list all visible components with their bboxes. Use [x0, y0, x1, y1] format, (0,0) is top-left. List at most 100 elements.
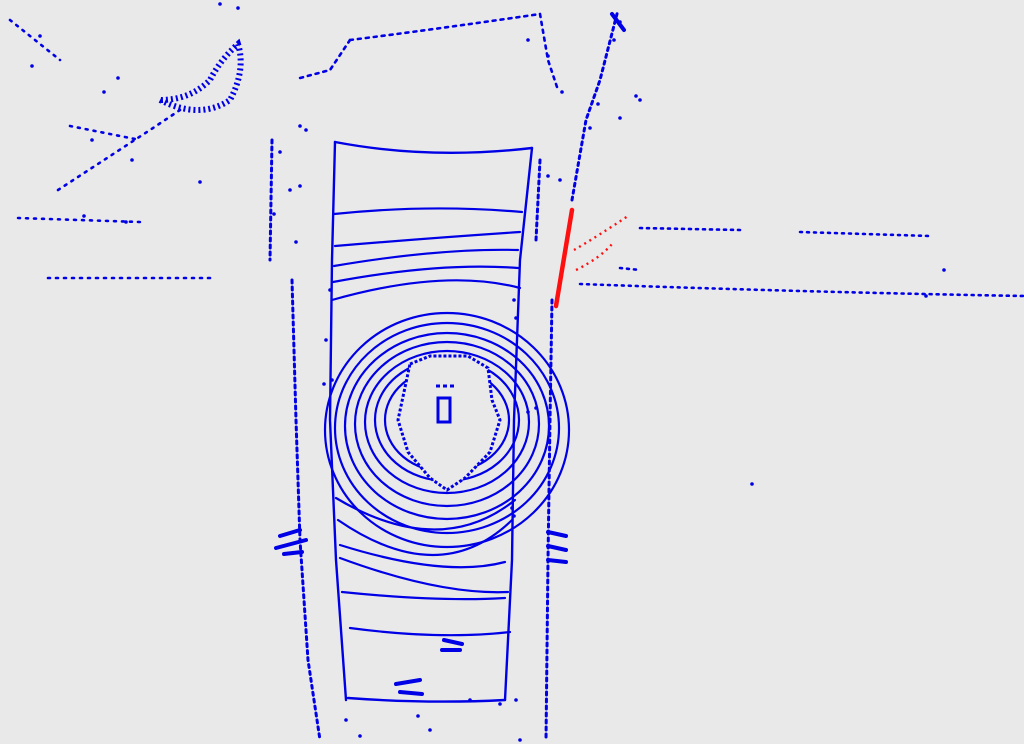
lidar-point	[294, 240, 298, 244]
tree-cluster	[158, 38, 244, 113]
left-cross-street	[8, 18, 212, 280]
lidar-point	[116, 76, 120, 80]
scan-ring-arc	[340, 590, 507, 601]
lidar-point	[90, 138, 94, 142]
right-curb	[534, 8, 620, 742]
highlight-pole-arm[interactable]	[575, 243, 613, 272]
left-building-edge	[268, 138, 274, 262]
lidar-point	[942, 268, 946, 272]
lidar-point	[612, 38, 616, 42]
left-pole-object	[274, 528, 308, 556]
highlight-pole-trunk[interactable]	[553, 207, 575, 309]
lidar-point	[344, 718, 348, 722]
highlighted-traffic-pole[interactable]	[553, 207, 629, 309]
right-street-line	[638, 226, 742, 232]
lidar-point	[526, 38, 530, 42]
left-street-line	[16, 216, 142, 224]
left-diagonal	[68, 124, 142, 142]
right-cross-street	[578, 226, 1024, 298]
lidar-point	[298, 184, 302, 188]
scan-ring	[363, 349, 531, 495]
lidar-point	[634, 94, 638, 98]
lidar-point	[236, 6, 240, 10]
scan-ring-arc	[330, 279, 522, 302]
right-street-line	[618, 266, 642, 272]
far-road-left	[298, 38, 352, 80]
lidar-point	[304, 128, 308, 132]
lidar-point	[596, 102, 600, 106]
lidar-point	[546, 54, 550, 58]
road-boundary	[328, 140, 534, 703]
right-street-line	[578, 282, 1024, 298]
right-inner-curb	[534, 158, 542, 242]
lidar-point	[514, 316, 518, 320]
lidar-point	[512, 298, 516, 302]
scan-ring-arc	[332, 207, 524, 216]
right-pole-object	[546, 530, 568, 564]
scatter-points	[30, 2, 946, 742]
lidar-point	[82, 214, 86, 218]
scan-ring-arc	[336, 518, 514, 556]
ego-sensor-marker	[436, 396, 452, 424]
road-boundary-top	[333, 140, 534, 154]
lidar-point	[278, 150, 282, 154]
sidewalk-objects	[274, 12, 626, 696]
lidar-point	[218, 2, 222, 6]
scan-ring	[323, 311, 571, 549]
scan-ring-arc	[333, 230, 522, 248]
right-curb-upper	[570, 8, 620, 202]
lidar-point	[416, 714, 420, 718]
lidar-point	[328, 288, 332, 292]
scan-rings	[323, 207, 571, 637]
lidar-point	[198, 180, 202, 184]
scan-ring	[333, 321, 561, 535]
left-curb-line	[290, 278, 322, 742]
left-curb	[268, 138, 322, 742]
left-diagonal	[56, 108, 182, 192]
far-pole	[610, 12, 626, 32]
lidar-point	[526, 410, 530, 414]
lidar-point	[514, 698, 518, 702]
lidar-point	[298, 124, 302, 128]
far-road-edges	[298, 12, 560, 92]
lidar-point	[638, 98, 642, 102]
scan-ring-arc	[338, 556, 510, 594]
lidar-point	[618, 20, 622, 24]
road-boundary-left	[328, 140, 348, 702]
bottom-object	[394, 678, 424, 696]
scan-ring-arc	[332, 248, 520, 268]
lidar-point	[518, 738, 522, 742]
lidar-point	[498, 702, 502, 706]
lidar-point	[924, 294, 928, 298]
highlight-pole-arm[interactable]	[573, 215, 629, 252]
lidar-point	[560, 90, 564, 94]
scan-ring-arc	[331, 265, 520, 284]
tree-canopy	[158, 38, 244, 113]
lidar-point	[130, 158, 134, 162]
road-boundary-right	[503, 146, 534, 702]
lidar-point	[510, 506, 514, 510]
bottom-object-2	[440, 638, 464, 652]
lidar-point	[322, 382, 326, 386]
lidar-point	[124, 220, 128, 224]
road-boundary-bottom	[346, 696, 507, 703]
lidar-point	[558, 178, 562, 182]
lidar-point	[588, 126, 592, 130]
lidar-point	[358, 734, 362, 738]
right-curb-line	[544, 298, 554, 742]
scan-ring	[353, 340, 541, 508]
lidar-point	[102, 90, 106, 94]
scan-ring-arc	[334, 496, 517, 531]
lidar-point	[468, 698, 472, 702]
lidar-point	[512, 514, 516, 518]
lidar-point	[272, 212, 276, 216]
scan-ring-arc	[338, 543, 507, 569]
lidar-point	[750, 482, 754, 486]
lidar-point	[38, 34, 42, 38]
lidar-point	[288, 188, 292, 192]
lidar-point	[618, 116, 622, 120]
left-top-scatter	[8, 18, 62, 62]
lidar-point	[330, 378, 334, 382]
